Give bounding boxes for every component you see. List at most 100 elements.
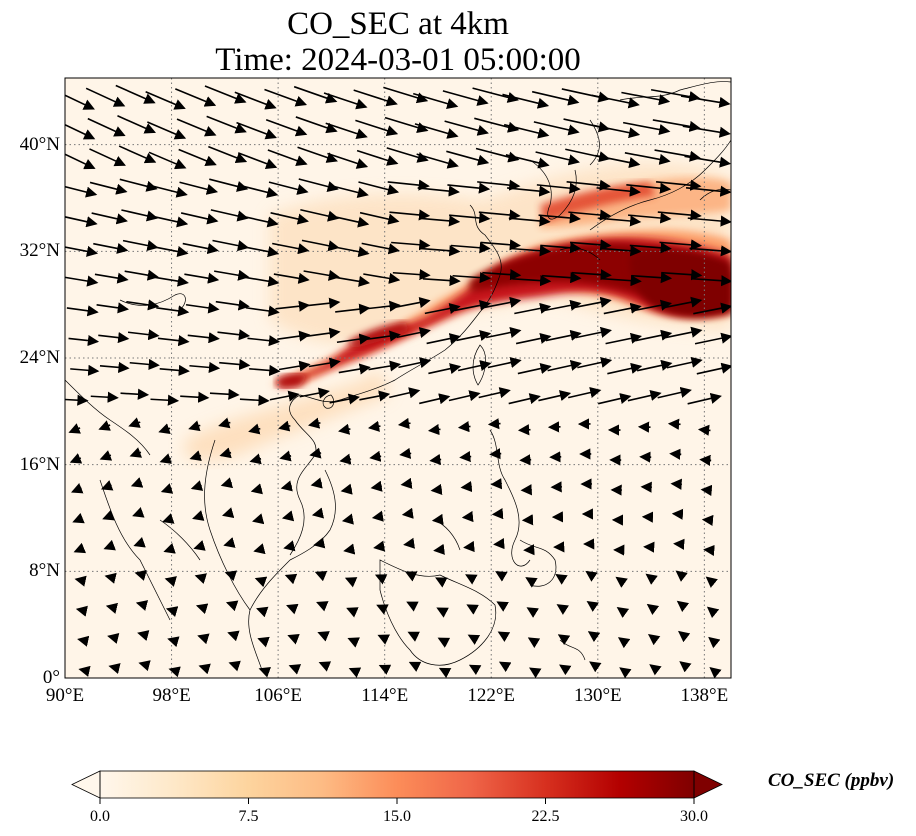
- wind-arrow: [256, 606, 269, 618]
- wind-arrow: [693, 302, 731, 315]
- wind-arrow: [703, 544, 715, 557]
- wind-arrow: [317, 631, 330, 642]
- lat-tick-40n: 40°N: [19, 134, 60, 155]
- wind-arrow: [91, 212, 128, 225]
- wind-arrow: [100, 480, 114, 491]
- wind-arrow: [699, 454, 712, 466]
- wind-arrow: [396, 327, 431, 339]
- wind-arrow: [338, 363, 371, 375]
- wind-arrow: [529, 667, 542, 678]
- wind-arrow: [498, 661, 512, 673]
- wind-arrow: [487, 418, 501, 430]
- wind-arrow: [363, 272, 401, 284]
- wind-arrow: [178, 148, 217, 167]
- wind-arrow: [74, 575, 87, 587]
- wind-arrow: [115, 84, 156, 104]
- wind-arrow: [647, 634, 661, 646]
- wind-arrow: [437, 637, 451, 648]
- colorbar-gradient: [100, 771, 694, 798]
- wind-arrow: [164, 576, 177, 587]
- wind-arrow: [149, 184, 188, 198]
- wind-arrow: [273, 272, 310, 284]
- wind-arrow: [438, 667, 452, 678]
- lat-tick-8n: 8°N: [29, 560, 60, 581]
- wind-arrow: [435, 577, 448, 588]
- wind-arrow: [557, 634, 571, 646]
- wind-arrow: [508, 215, 551, 227]
- wind-arrow: [189, 361, 221, 374]
- wind-arrow: [336, 333, 371, 345]
- wind-arrow: [512, 275, 552, 287]
- wind-arrow: [308, 357, 341, 369]
- wind-arrow: [104, 572, 117, 584]
- wind-arrow: [96, 302, 129, 314]
- wind-arrow: [118, 145, 157, 164]
- wind-arrow: [671, 508, 684, 520]
- wind-arrow: [663, 296, 703, 309]
- wind-arrow: [308, 417, 321, 429]
- wind-arrow: [87, 117, 126, 137]
- wind-arrow: [400, 477, 413, 489]
- wind-arrow: [586, 601, 599, 612]
- wind-arrow: [398, 357, 432, 369]
- wind-arrow: [158, 423, 171, 434]
- wind-arrow: [387, 179, 430, 191]
- wind-arrow: [449, 212, 491, 224]
- wind-arrow: [700, 484, 713, 496]
- wind-arrow: [466, 604, 479, 615]
- wind-arrow: [236, 121, 277, 140]
- wind-arrow: [399, 447, 412, 459]
- wind-arrow: [426, 333, 461, 345]
- wind-arrow: [303, 269, 340, 281]
- wind-arrow: [185, 302, 220, 314]
- wind-arrow: [374, 574, 388, 585]
- wind-arrow: [148, 151, 187, 170]
- wind-arrow: [457, 421, 471, 433]
- wind-arrow: [454, 299, 491, 312]
- wind-arrow: [675, 570, 688, 582]
- wind-arrow: [667, 418, 681, 430]
- wind-arrow: [497, 631, 511, 642]
- wind-arrow: [394, 297, 431, 309]
- wind-arrow: [709, 667, 722, 678]
- wind-arrow: [128, 417, 141, 428]
- wind-arrow: [331, 245, 370, 258]
- wind-arrow: [467, 634, 481, 645]
- wind-arrow: [514, 302, 552, 315]
- wind-arrow: [456, 330, 492, 342]
- wind-arrow: [591, 94, 640, 109]
- wind-arrow: [482, 269, 522, 281]
- wind-arrow: [305, 297, 341, 309]
- wind-arrow: [65, 216, 98, 228]
- wind-arrow: [107, 632, 120, 644]
- wind-arrow: [652, 119, 701, 132]
- wind-arrow: [460, 480, 473, 493]
- wind-arrow: [157, 335, 190, 347]
- wind-arrow: [243, 275, 280, 287]
- wind-arrow: [340, 483, 353, 495]
- wind-arrow: [444, 120, 489, 136]
- wind-arrow: [538, 212, 582, 224]
- wind-arrow: [568, 387, 602, 399]
- wind-arrow: [234, 91, 277, 110]
- wind-arrow: [689, 245, 731, 257]
- wind-arrow: [275, 300, 311, 312]
- wind-arrow: [575, 326, 612, 339]
- wind-arrow: [195, 603, 209, 615]
- wind-arrow: [346, 607, 359, 618]
- lon-tick-122e: 122°E: [467, 685, 516, 706]
- wind-arrow: [708, 636, 721, 649]
- wind-arrow: [150, 394, 180, 406]
- wind-arrow: [343, 543, 356, 555]
- wind-arrow: [77, 635, 90, 647]
- wind-arrow: [577, 356, 613, 369]
- wind-arrow: [327, 152, 369, 169]
- wind-arrow: [278, 420, 291, 432]
- wind-arrow: [607, 362, 643, 375]
- wind-arrow: [436, 607, 449, 618]
- wind-arrow: [78, 665, 91, 677]
- wind-arrow: [496, 601, 509, 612]
- wind-arrow: [595, 154, 641, 169]
- colorbar-extend-max: [693, 770, 723, 799]
- wind-arrow: [419, 215, 461, 227]
